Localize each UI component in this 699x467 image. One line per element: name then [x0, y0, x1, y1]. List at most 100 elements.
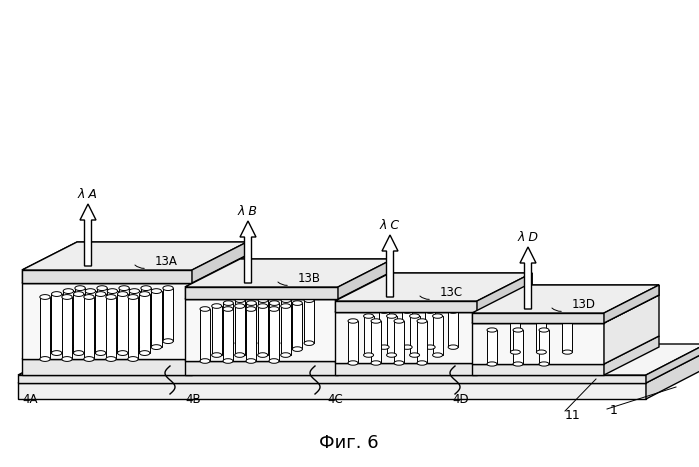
Ellipse shape	[223, 307, 233, 311]
Ellipse shape	[425, 345, 435, 349]
Ellipse shape	[97, 286, 107, 290]
Polygon shape	[185, 333, 393, 361]
Polygon shape	[387, 316, 396, 355]
Ellipse shape	[292, 301, 303, 305]
Ellipse shape	[281, 304, 291, 308]
Ellipse shape	[348, 319, 358, 323]
Polygon shape	[281, 300, 291, 343]
Ellipse shape	[129, 289, 140, 293]
Polygon shape	[151, 291, 161, 347]
Ellipse shape	[563, 350, 572, 354]
Ellipse shape	[402, 345, 412, 349]
Text: λ C: λ C	[380, 219, 400, 232]
Text: Фиг. 6: Фиг. 6	[319, 434, 379, 452]
Polygon shape	[348, 321, 358, 363]
Ellipse shape	[119, 339, 129, 344]
Ellipse shape	[402, 309, 412, 313]
Ellipse shape	[107, 289, 117, 293]
Ellipse shape	[129, 345, 140, 349]
Ellipse shape	[394, 319, 404, 323]
Polygon shape	[513, 330, 523, 364]
Polygon shape	[335, 273, 532, 301]
Polygon shape	[192, 242, 247, 283]
Polygon shape	[338, 333, 393, 375]
Ellipse shape	[106, 357, 116, 361]
Polygon shape	[96, 294, 106, 353]
Ellipse shape	[539, 328, 549, 332]
Polygon shape	[477, 273, 532, 312]
Ellipse shape	[140, 351, 150, 355]
Polygon shape	[192, 331, 247, 375]
Text: 13D: 13D	[572, 298, 596, 311]
Polygon shape	[129, 291, 140, 347]
Text: λ A: λ A	[78, 188, 98, 201]
Polygon shape	[246, 309, 256, 361]
Ellipse shape	[246, 301, 257, 305]
Polygon shape	[335, 335, 532, 363]
Ellipse shape	[85, 289, 96, 293]
Ellipse shape	[212, 304, 222, 308]
Ellipse shape	[52, 351, 62, 355]
Ellipse shape	[269, 359, 279, 363]
Ellipse shape	[151, 289, 161, 293]
Polygon shape	[84, 297, 94, 359]
Ellipse shape	[75, 286, 85, 290]
Polygon shape	[363, 316, 373, 355]
Polygon shape	[107, 291, 117, 347]
Ellipse shape	[63, 289, 73, 293]
Ellipse shape	[363, 314, 373, 318]
Ellipse shape	[63, 345, 73, 349]
Ellipse shape	[96, 292, 106, 297]
Polygon shape	[433, 316, 442, 355]
Ellipse shape	[269, 307, 279, 311]
Polygon shape	[141, 288, 151, 341]
Ellipse shape	[97, 339, 107, 344]
Polygon shape	[382, 235, 398, 297]
Ellipse shape	[410, 353, 419, 357]
Polygon shape	[140, 294, 150, 353]
Ellipse shape	[212, 353, 222, 357]
Polygon shape	[338, 271, 393, 361]
Polygon shape	[18, 375, 646, 383]
Polygon shape	[192, 242, 247, 283]
Ellipse shape	[269, 301, 280, 305]
Polygon shape	[22, 283, 192, 359]
Ellipse shape	[141, 286, 151, 290]
Polygon shape	[394, 321, 404, 363]
Ellipse shape	[433, 314, 442, 318]
Polygon shape	[604, 295, 659, 364]
Polygon shape	[371, 321, 381, 363]
Polygon shape	[477, 284, 532, 363]
Ellipse shape	[85, 345, 96, 349]
Polygon shape	[472, 336, 659, 364]
Polygon shape	[22, 270, 192, 283]
Ellipse shape	[40, 357, 50, 361]
Polygon shape	[246, 303, 257, 349]
Ellipse shape	[246, 359, 256, 363]
Ellipse shape	[487, 328, 497, 332]
Polygon shape	[335, 363, 477, 375]
Polygon shape	[472, 285, 659, 313]
Polygon shape	[417, 321, 427, 363]
Ellipse shape	[128, 357, 138, 361]
Ellipse shape	[163, 286, 173, 290]
Ellipse shape	[510, 319, 520, 323]
Polygon shape	[425, 311, 435, 347]
Polygon shape	[536, 321, 547, 352]
Polygon shape	[75, 288, 85, 341]
Ellipse shape	[394, 361, 404, 365]
Polygon shape	[212, 306, 222, 355]
Ellipse shape	[223, 359, 233, 363]
Ellipse shape	[224, 347, 233, 351]
Ellipse shape	[371, 319, 381, 323]
Polygon shape	[63, 291, 73, 347]
Ellipse shape	[200, 307, 210, 311]
Polygon shape	[22, 270, 192, 283]
Polygon shape	[269, 309, 279, 361]
Ellipse shape	[96, 351, 106, 355]
Ellipse shape	[348, 361, 358, 365]
Ellipse shape	[304, 341, 314, 346]
Polygon shape	[487, 330, 497, 364]
Ellipse shape	[84, 295, 94, 299]
Polygon shape	[18, 383, 646, 399]
